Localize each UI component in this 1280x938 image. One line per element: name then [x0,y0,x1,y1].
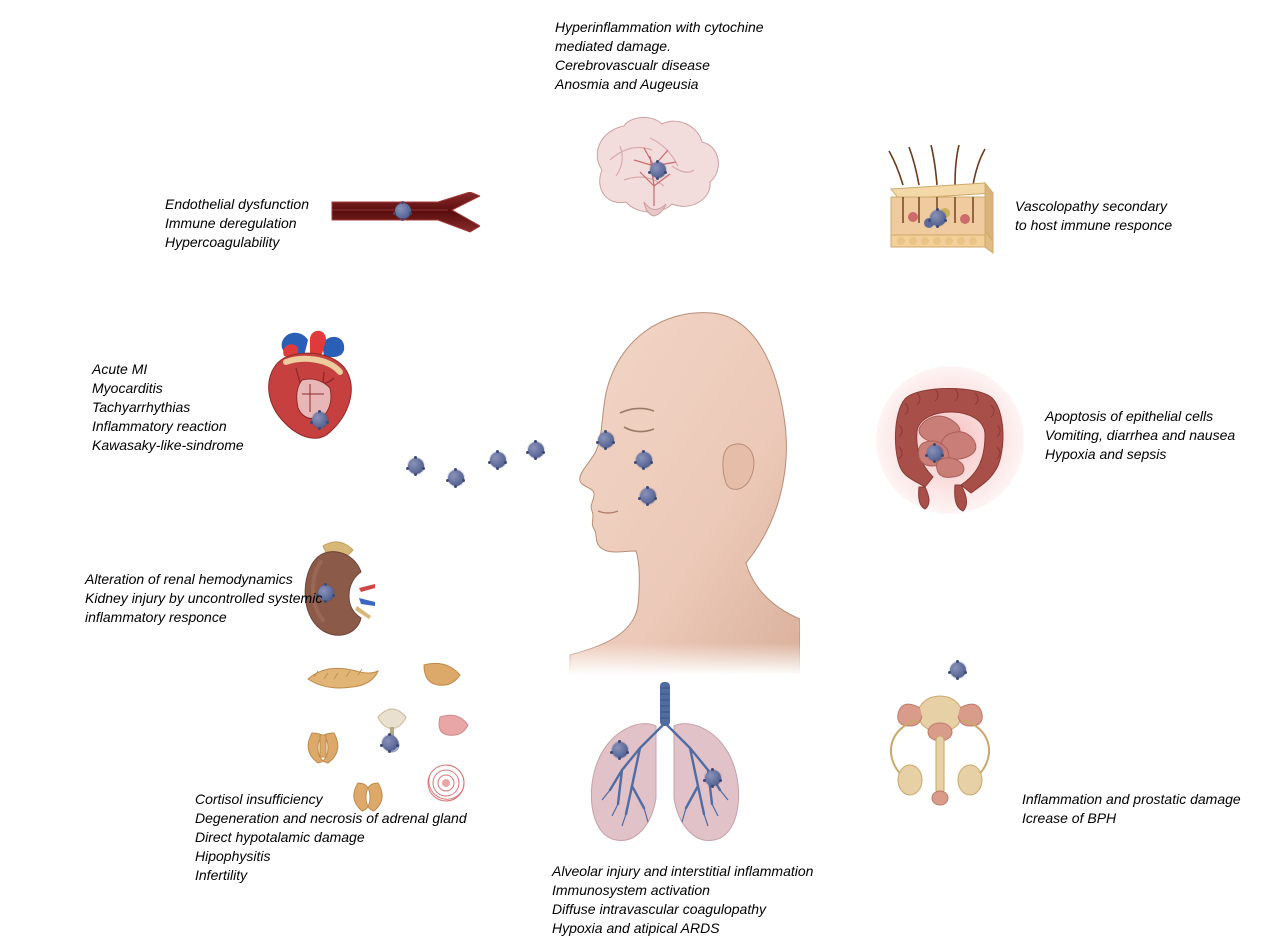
virus-particle-icon [490,452,506,468]
virus-particle-icon [927,445,943,461]
virus-particle-icon [612,742,628,758]
virus-particle-icon [448,470,464,486]
endocrine-label: Cortisol insufficiency Degeneration and … [195,790,467,884]
virus-particle-icon [636,452,652,468]
virus-particle-icon [598,432,614,448]
human-head-profile [540,295,800,675]
skin-label: Vascolopathy secondary to host immune re… [1015,197,1172,235]
lungs-icon [570,678,760,853]
virus-particle-icon [950,662,966,678]
virus-particle-icon [312,412,328,428]
reproductive-system-icon [870,670,1010,815]
virus-particle-icon [408,458,424,474]
heart-label: Acute MI Myocarditis Tachyarrhythias Inf… [92,360,244,454]
vessel-label: Endothelial dysfunction Immune deregulat… [165,195,309,252]
lungs-label: Alveolar injury and interstitial inflamm… [552,862,813,938]
heart-icon [252,328,372,453]
virus-particle-icon [640,488,656,504]
virus-particle-icon [930,210,946,226]
reproductive-label: Inflammation and prostatic damage Icreas… [1022,790,1241,828]
virus-particle-icon [382,735,398,751]
intestine-icon [875,365,1025,520]
intestine-label: Apoptosis of epithelial cells Vomiting, … [1045,407,1235,464]
skin-cross-section-icon [885,145,995,240]
virus-particle-icon [528,442,544,458]
kidney-label: Alteration of renal hemodynamics Kidney … [85,570,322,627]
virus-particle-icon [650,162,666,178]
virus-particle-icon [395,203,411,219]
brain-label: Hyperinflammation with cytochine mediate… [555,18,764,94]
virus-particle-icon [705,770,721,786]
